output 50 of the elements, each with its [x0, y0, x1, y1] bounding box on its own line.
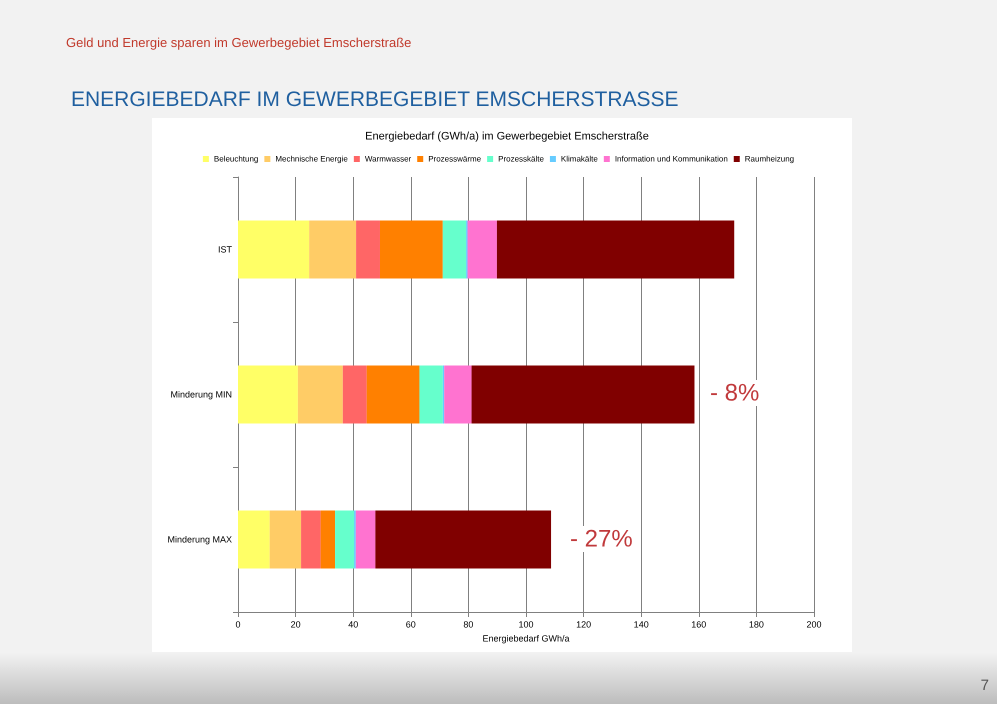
- x-tick-label: 140: [634, 620, 649, 630]
- annotation: - 27%: [570, 526, 633, 552]
- x-tick-label: 180: [748, 620, 764, 630]
- x-tick-label: 100: [518, 620, 534, 630]
- bar: [468, 220, 497, 278]
- bar: [496, 220, 734, 278]
- legend-label: Prozesswärme: [428, 154, 482, 164]
- bar: [375, 510, 552, 568]
- bar: [301, 510, 321, 568]
- bar: [472, 366, 694, 424]
- x-tick-label: 160: [691, 620, 706, 630]
- bar: [380, 220, 443, 278]
- bar: [298, 366, 343, 424]
- chart-subtitle: Energiebedarf (GWh/a) im Gewerbegebiet Emscherstraße: [365, 130, 649, 142]
- bar: [238, 510, 270, 568]
- bar: [356, 510, 376, 568]
- y-tick-label: Minderung MIN: [170, 390, 232, 400]
- annotation: - 8%: [710, 380, 760, 406]
- bar: [442, 220, 466, 278]
- bar: [335, 510, 354, 568]
- bar: [270, 510, 302, 568]
- x-tick-label: 40: [348, 620, 358, 630]
- bar: [419, 366, 443, 424]
- x-tick-label: 120: [576, 620, 592, 630]
- bar: [320, 510, 336, 568]
- bar: [342, 366, 367, 424]
- x-axis-title: Energiebedarf GWh/a: [482, 633, 570, 644]
- x-tick-label: 80: [463, 620, 474, 630]
- text: Geld und Energie sparen im Gewerbegebiet Emscherstraße: [66, 35, 412, 50]
- bar: [356, 220, 380, 278]
- legend-label: Information und Kommunikation: [614, 154, 728, 164]
- legend-label: Prozesskälte: [498, 154, 544, 164]
- chart-title: ENERGIEBEDARF IM GEWERBEGEBIET EMSCHERSTRASSE: [71, 88, 679, 111]
- y-tick-label: Minderung MAX: [167, 534, 232, 544]
- bar: [238, 366, 298, 424]
- bar: [309, 220, 356, 278]
- bar: [238, 220, 310, 278]
- legend-label: Klimakälte: [560, 154, 598, 164]
- legend-label: Warmwasser: [364, 154, 412, 164]
- bar: [366, 366, 420, 424]
- x-tick-label: 0: [235, 620, 241, 630]
- legend-label: Raumheizung: [744, 154, 794, 164]
- x-tick-label: 20: [290, 620, 301, 630]
- bar: [444, 366, 472, 424]
- x-tick-label: 200: [806, 620, 822, 630]
- text: 7: [980, 677, 989, 694]
- y-tick-label: IST: [218, 244, 232, 254]
- legend-label: Beleuchtung: [214, 154, 258, 164]
- legend-label: Mechnische Energie: [275, 154, 348, 164]
- x-tick-label: 60: [406, 620, 416, 630]
